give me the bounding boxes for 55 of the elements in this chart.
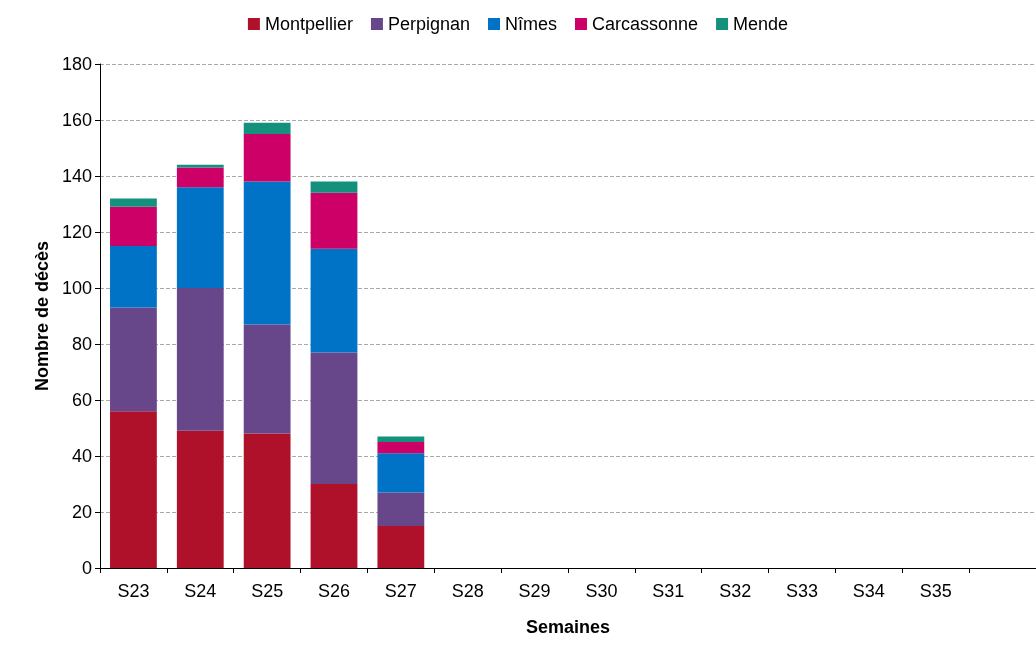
x-axis-title: Semaines: [525, 617, 611, 637]
bar: [110, 198, 157, 207]
bar: [110, 411, 157, 568]
legend-label: Mende: [733, 14, 789, 34]
bar: [310, 352, 358, 484]
x-tick-label: S24: [184, 581, 217, 601]
bar: [176, 430, 224, 568]
bar: [377, 453, 425, 493]
y-tick-label: 160: [61, 110, 92, 130]
legend-label: Perpignan: [387, 14, 471, 34]
bar: [310, 248, 358, 353]
bar: [176, 167, 224, 188]
bar: [377, 526, 425, 568]
bar: [176, 164, 224, 168]
legend-label: Nîmes: [505, 14, 558, 34]
x-tick-label: S28: [451, 581, 484, 601]
x-tick-label: S34: [852, 581, 885, 601]
bar: [377, 442, 425, 454]
x-tick-label: S31: [652, 581, 685, 601]
bar: [243, 324, 291, 434]
x-tick-label: S27: [384, 581, 417, 601]
bar: [377, 436, 425, 442]
x-tick-label: S30: [585, 581, 618, 601]
y-tick-label: 40: [71, 446, 92, 466]
y-tick-label: 20: [71, 502, 92, 522]
legend-label: Montpellier: [264, 14, 353, 34]
x-tick-label: S23: [117, 581, 150, 601]
bar: [377, 492, 425, 526]
bar: [243, 122, 291, 134]
bar: [110, 206, 157, 246]
bar: [243, 181, 291, 325]
x-tick-label: S29: [518, 581, 551, 601]
y-tick-label: 140: [61, 166, 92, 186]
bar: [110, 307, 157, 412]
bar: [310, 484, 358, 568]
x-tick-label: S35: [919, 581, 952, 601]
bar: [110, 246, 157, 308]
x-tick-label: S25: [251, 581, 284, 601]
x-tick-label: S32: [719, 581, 752, 601]
bar: [176, 288, 224, 431]
x-tick-label: S33: [785, 581, 819, 601]
y-tick-label: 100: [61, 278, 92, 298]
bar: [310, 192, 358, 249]
bar: [243, 433, 291, 568]
x-tick-label: S26: [317, 581, 351, 601]
bar: [243, 134, 291, 182]
y-tick-label: 60: [71, 390, 92, 410]
bar: [310, 181, 358, 193]
y-tick-label: 180: [61, 54, 92, 74]
y-tick-label: 120: [61, 222, 92, 242]
y-axis-title: Nombre de décès: [32, 240, 53, 392]
y-tick-label: 80: [71, 334, 92, 354]
bar: [176, 187, 224, 288]
legend-label: Carcassonne: [592, 14, 699, 34]
y-tick-label: 0: [81, 558, 92, 578]
